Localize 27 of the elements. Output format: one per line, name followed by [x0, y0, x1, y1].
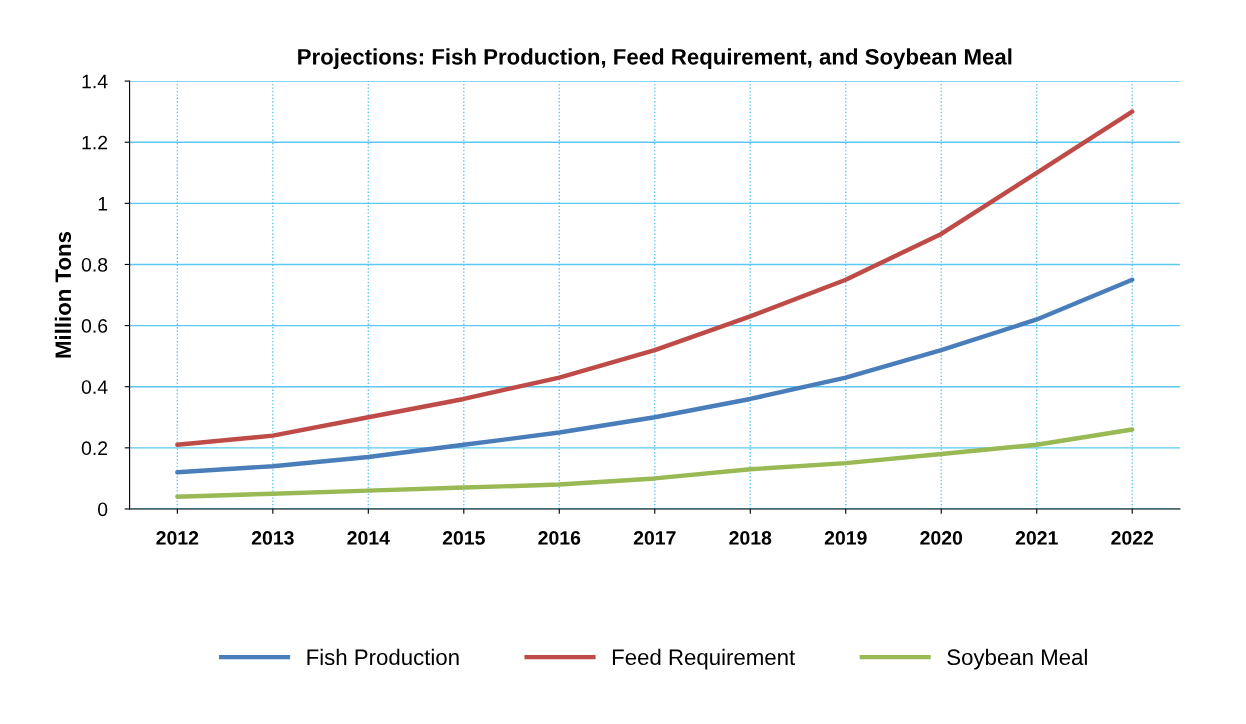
x-tick-label: 2014 [347, 531, 390, 545]
line-series [175, 277, 1135, 475]
x-tick-label: 2017 [633, 531, 676, 545]
legend-label: Feed Requirement [612, 648, 796, 670]
y-tick-label: 1.4 [82, 74, 108, 89]
x-tick-label: 2021 [1015, 531, 1058, 545]
legend-label: Soybean Meal [947, 648, 1087, 670]
y-tick-label: 0.6 [81, 319, 108, 333]
x-tick-label: 2012 [156, 531, 199, 545]
y-tick-label: 1 [98, 197, 108, 211]
x-tick-label: 2020 [920, 531, 963, 545]
chart-title: Projections: Fish Production, Feed Requirement, and Soybean Meal [298, 48, 1012, 70]
y-tick-label: 0.4 [81, 380, 108, 394]
x-tick-label: 2019 [824, 531, 867, 545]
x-tick-label: 2013 [251, 531, 294, 545]
y-axis-title: Million Tons [54, 231, 72, 358]
y-tick-label: 0 [98, 502, 108, 517]
legend-label: Fish Production [307, 648, 459, 666]
line-series [175, 109, 1135, 448]
y-tick-label: 1.2 [82, 135, 108, 150]
y-tick-label: 0.2 [81, 441, 108, 456]
x-tick-label: 2016 [538, 531, 581, 545]
y-tick-label: 0.8 [81, 257, 108, 272]
x-tick-label: 2018 [729, 531, 772, 545]
x-tick-label: 2015 [442, 531, 485, 545]
x-tick-label: 2022 [1111, 531, 1154, 545]
line-series [175, 427, 1135, 499]
